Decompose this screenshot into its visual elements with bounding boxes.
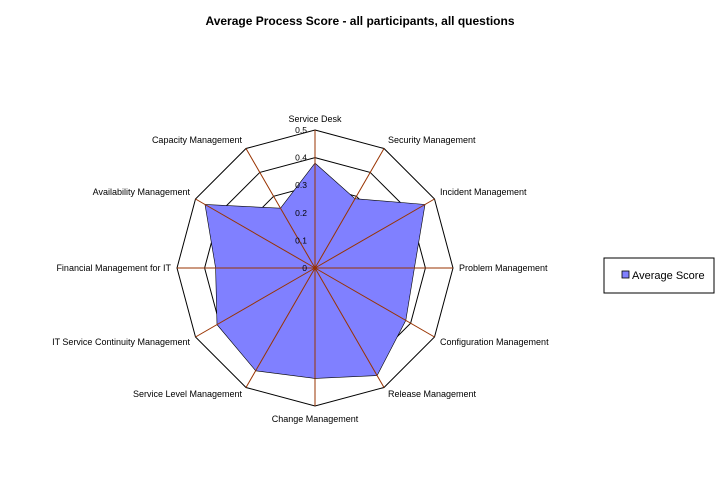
category-label: IT Service Continuity Management: [52, 337, 190, 347]
category-label: Problem Management: [459, 263, 548, 273]
category-label: Security Management: [388, 135, 476, 145]
tick-label: 0.3: [295, 180, 307, 190]
tick-label: 0.4: [295, 153, 307, 163]
category-label: Service Level Management: [133, 389, 243, 399]
legend: Average Score: [603, 257, 715, 294]
category-label: Release Management: [388, 389, 477, 399]
tick-label: 0: [302, 263, 307, 273]
category-label: Financial Management for IT: [56, 263, 171, 273]
category-label: Service Desk: [288, 114, 342, 124]
legend-entry-label: Average Score: [632, 270, 705, 282]
radar-spokes: [177, 130, 453, 406]
category-label: Configuration Management: [440, 337, 549, 347]
category-label: Availability Management: [93, 187, 191, 197]
tick-label: 0.1: [295, 235, 307, 245]
spoke-1: [314, 148, 385, 269]
spoke-11: [245, 148, 316, 269]
category-label: Capacity Management: [152, 135, 243, 145]
chart-title: Average Process Score - all participants…: [205, 14, 514, 28]
spoke-2: [314, 198, 435, 269]
tick-label: 0.2: [295, 208, 307, 218]
radar-tick-labels: 0 0.1 0.2 0.3 0.4 0.5: [295, 125, 307, 273]
spoke-5: [314, 267, 385, 388]
spoke-7: [245, 267, 316, 388]
category-label: Change Management: [272, 414, 359, 424]
spoke-8: [195, 267, 316, 338]
tick-label: 0.5: [295, 125, 307, 135]
category-label: Incident Management: [440, 187, 527, 197]
spoke-10: [195, 198, 316, 269]
spoke-4: [314, 267, 435, 338]
legend-swatch: [621, 270, 630, 279]
radar-category-labels: Service Desk Security Management Incident …: [52, 114, 549, 424]
